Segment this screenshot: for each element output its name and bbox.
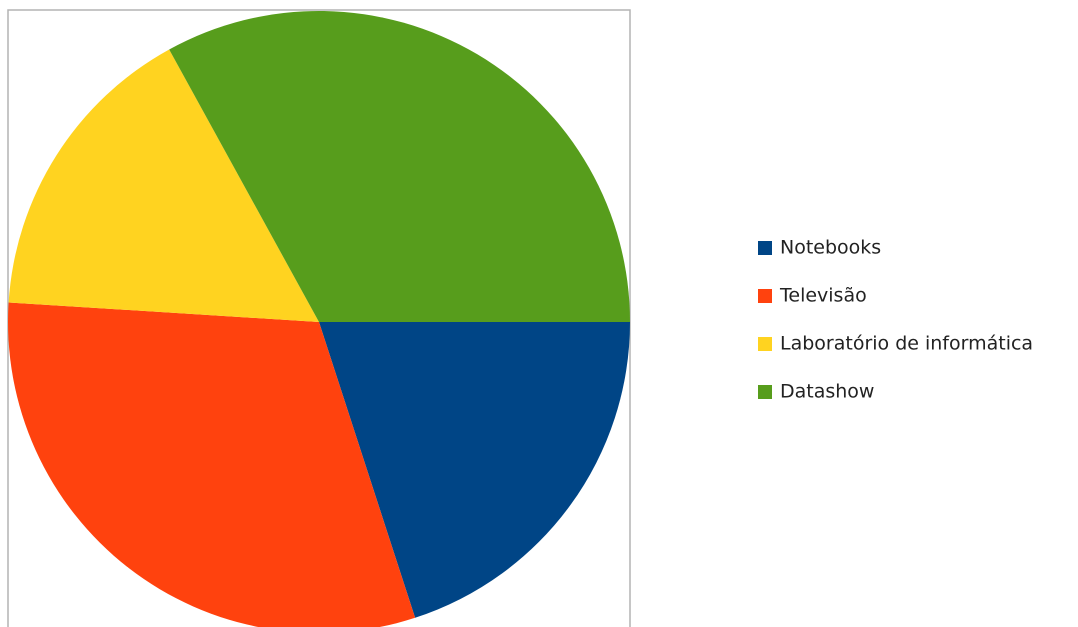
pie-slice	[319, 322, 630, 618]
legend-swatch	[758, 337, 772, 351]
legend-swatch	[758, 241, 772, 255]
legend-swatch	[758, 289, 772, 303]
legend-label: Laboratório de informática	[780, 333, 1033, 355]
legend-label: Televisão	[779, 285, 867, 307]
pie-slice	[169, 11, 630, 322]
legend-swatch	[758, 385, 772, 399]
pie-slice	[8, 302, 416, 627]
legend-label: Notebooks	[780, 237, 881, 259]
legend-label: Datashow	[780, 381, 874, 403]
pie-slice	[8, 49, 320, 322]
plot-frame	[7, 9, 631, 627]
